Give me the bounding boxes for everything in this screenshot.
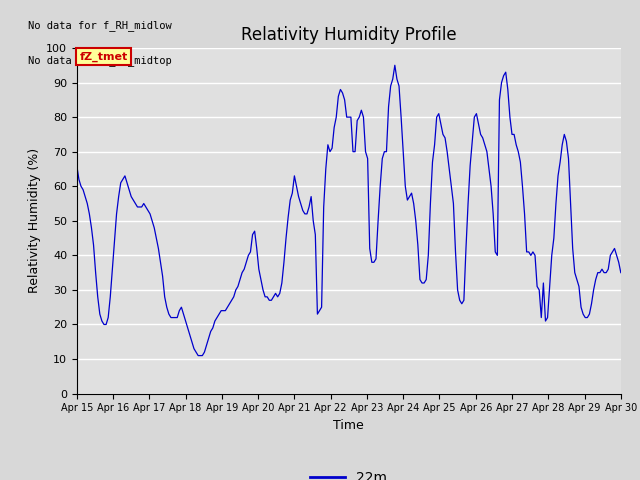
Text: No data for f_RH_midtop: No data for f_RH_midtop xyxy=(28,55,172,66)
Text: No data for f_RH_midlow: No data for f_RH_midlow xyxy=(28,20,172,31)
Legend: 22m: 22m xyxy=(305,465,393,480)
X-axis label: Time: Time xyxy=(333,419,364,432)
Text: fZ_tmet: fZ_tmet xyxy=(79,51,128,62)
Y-axis label: Relativity Humidity (%): Relativity Humidity (%) xyxy=(28,148,40,293)
Title: Relativity Humidity Profile: Relativity Humidity Profile xyxy=(241,25,456,44)
